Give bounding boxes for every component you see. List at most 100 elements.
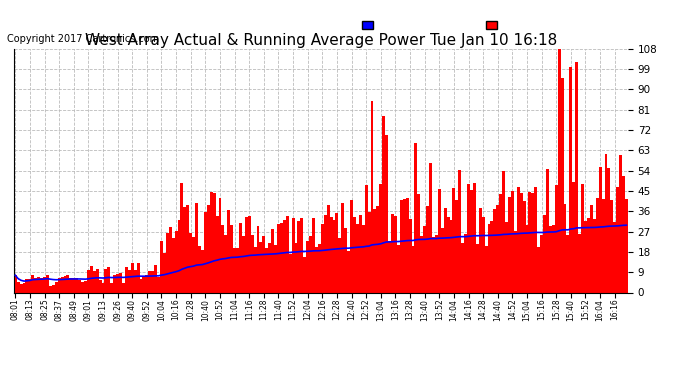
Bar bbox=[193, 237, 195, 292]
Bar bbox=[257, 226, 259, 292]
Bar bbox=[491, 221, 493, 292]
Bar bbox=[511, 191, 514, 292]
Bar bbox=[242, 236, 245, 292]
Bar bbox=[359, 215, 362, 292]
Bar bbox=[49, 286, 52, 292]
Bar bbox=[415, 143, 417, 292]
Bar bbox=[221, 225, 224, 292]
Bar bbox=[400, 200, 403, 292]
Bar bbox=[312, 218, 315, 292]
Bar bbox=[534, 187, 538, 292]
Bar bbox=[420, 236, 423, 292]
Bar bbox=[453, 188, 455, 292]
Bar bbox=[245, 217, 248, 292]
Bar bbox=[564, 204, 566, 292]
Bar bbox=[619, 156, 622, 292]
Bar bbox=[125, 267, 128, 292]
Bar bbox=[90, 266, 92, 292]
Bar bbox=[23, 284, 26, 292]
Bar bbox=[265, 248, 268, 292]
Bar bbox=[81, 282, 84, 292]
Bar bbox=[177, 219, 181, 292]
Bar bbox=[546, 169, 549, 292]
Bar bbox=[92, 271, 96, 292]
Bar bbox=[321, 224, 324, 292]
Bar bbox=[356, 224, 359, 292]
Bar bbox=[116, 274, 119, 292]
Bar bbox=[353, 216, 356, 292]
Bar bbox=[520, 194, 522, 292]
Bar bbox=[189, 232, 193, 292]
Bar bbox=[444, 208, 446, 292]
Bar bbox=[215, 216, 219, 292]
Bar bbox=[602, 199, 604, 292]
Bar bbox=[338, 238, 342, 292]
Bar bbox=[362, 225, 365, 292]
Bar bbox=[286, 216, 288, 292]
Bar bbox=[522, 201, 526, 292]
Bar bbox=[493, 209, 496, 292]
Bar bbox=[236, 248, 239, 292]
Title: West Array Actual & Running Average Power Tue Jan 10 16:18: West Array Actual & Running Average Powe… bbox=[85, 33, 557, 48]
Bar bbox=[17, 282, 19, 292]
Bar bbox=[43, 277, 46, 292]
Bar bbox=[423, 226, 426, 292]
Bar bbox=[119, 273, 122, 292]
Bar bbox=[292, 217, 295, 292]
Bar bbox=[368, 212, 371, 292]
Bar bbox=[441, 228, 444, 292]
Bar bbox=[87, 270, 90, 292]
Bar bbox=[26, 279, 28, 292]
Bar bbox=[417, 194, 420, 292]
Bar bbox=[72, 279, 75, 292]
Bar bbox=[157, 277, 160, 292]
Bar bbox=[335, 213, 338, 292]
Bar bbox=[146, 275, 148, 292]
Bar bbox=[464, 234, 467, 292]
Bar bbox=[201, 250, 204, 292]
Bar bbox=[488, 224, 491, 292]
Bar bbox=[385, 135, 388, 292]
Bar bbox=[295, 243, 297, 292]
Bar bbox=[613, 222, 616, 292]
Bar bbox=[479, 208, 482, 292]
Bar bbox=[40, 278, 43, 292]
Bar bbox=[104, 269, 108, 292]
Bar bbox=[207, 204, 210, 292]
Bar bbox=[172, 238, 175, 292]
Bar bbox=[476, 244, 479, 292]
Bar bbox=[318, 244, 321, 292]
Bar bbox=[175, 231, 177, 292]
Bar bbox=[458, 170, 461, 292]
Bar bbox=[259, 242, 262, 292]
Bar bbox=[169, 227, 172, 292]
Bar bbox=[66, 275, 70, 292]
Bar bbox=[151, 271, 154, 292]
Bar bbox=[96, 269, 99, 292]
Bar bbox=[429, 164, 432, 292]
Bar bbox=[587, 218, 590, 292]
Bar bbox=[195, 203, 198, 292]
Bar bbox=[566, 236, 569, 292]
Bar bbox=[438, 189, 441, 292]
Bar bbox=[213, 193, 215, 292]
Bar bbox=[280, 224, 283, 292]
Bar bbox=[467, 184, 470, 292]
Bar bbox=[134, 270, 137, 292]
Bar bbox=[482, 217, 484, 292]
Bar bbox=[101, 283, 104, 292]
Bar bbox=[622, 176, 625, 292]
Bar bbox=[508, 197, 511, 292]
Bar bbox=[34, 278, 37, 292]
Bar bbox=[435, 236, 438, 292]
Bar bbox=[350, 200, 353, 292]
Bar bbox=[625, 199, 628, 292]
Bar bbox=[78, 280, 81, 292]
Bar bbox=[306, 241, 309, 292]
Bar bbox=[110, 283, 113, 292]
Bar bbox=[549, 226, 552, 292]
Bar bbox=[473, 183, 476, 292]
Bar bbox=[210, 192, 213, 292]
Bar bbox=[31, 275, 34, 292]
Bar bbox=[555, 185, 558, 292]
